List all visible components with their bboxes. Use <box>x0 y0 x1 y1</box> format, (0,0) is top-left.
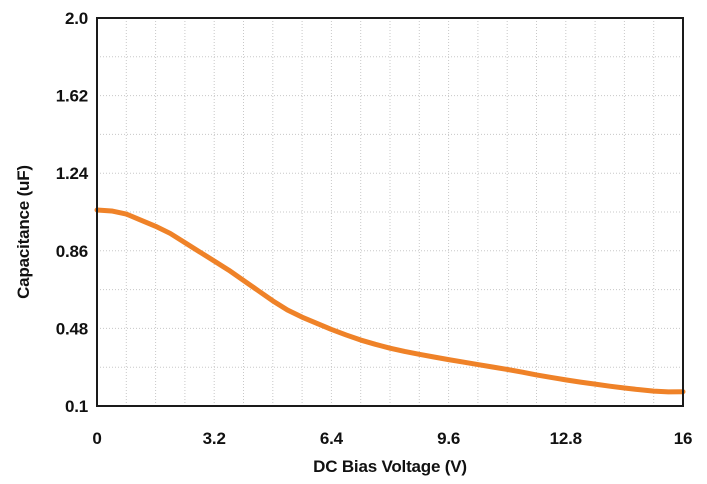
y-tick-label: 0.1 <box>65 397 88 416</box>
x-tick-label: 9.6 <box>437 429 460 448</box>
plot-frame <box>96 17 684 407</box>
y-tick-label: 2.0 <box>65 9 88 28</box>
x-tick-label: 6.4 <box>320 429 344 448</box>
x-tick-label: 12.8 <box>550 429 582 448</box>
y-axis-title: Capacitance (uF) <box>14 165 33 299</box>
capacitance-series-line <box>94 207 686 395</box>
x-tick-label: 3.2 <box>203 429 226 448</box>
x-tick-label: 0 <box>92 429 101 448</box>
y-tick-label: 1.62 <box>56 87 88 106</box>
x-tick-labels: 0 3.2 6.4 9.6 12.8 16 <box>92 429 692 448</box>
y-tick-label: 0.86 <box>56 242 88 261</box>
y-tick-label: 0.48 <box>56 319 88 338</box>
y-tick-label: 1.24 <box>56 164 89 183</box>
x-tick-label: 16 <box>674 429 693 448</box>
y-tick-labels: 0.1 0.48 0.86 1.24 1.62 2.0 <box>56 9 89 416</box>
series-group <box>94 207 686 395</box>
x-axis-title: DC Bias Voltage (V) <box>313 457 467 476</box>
